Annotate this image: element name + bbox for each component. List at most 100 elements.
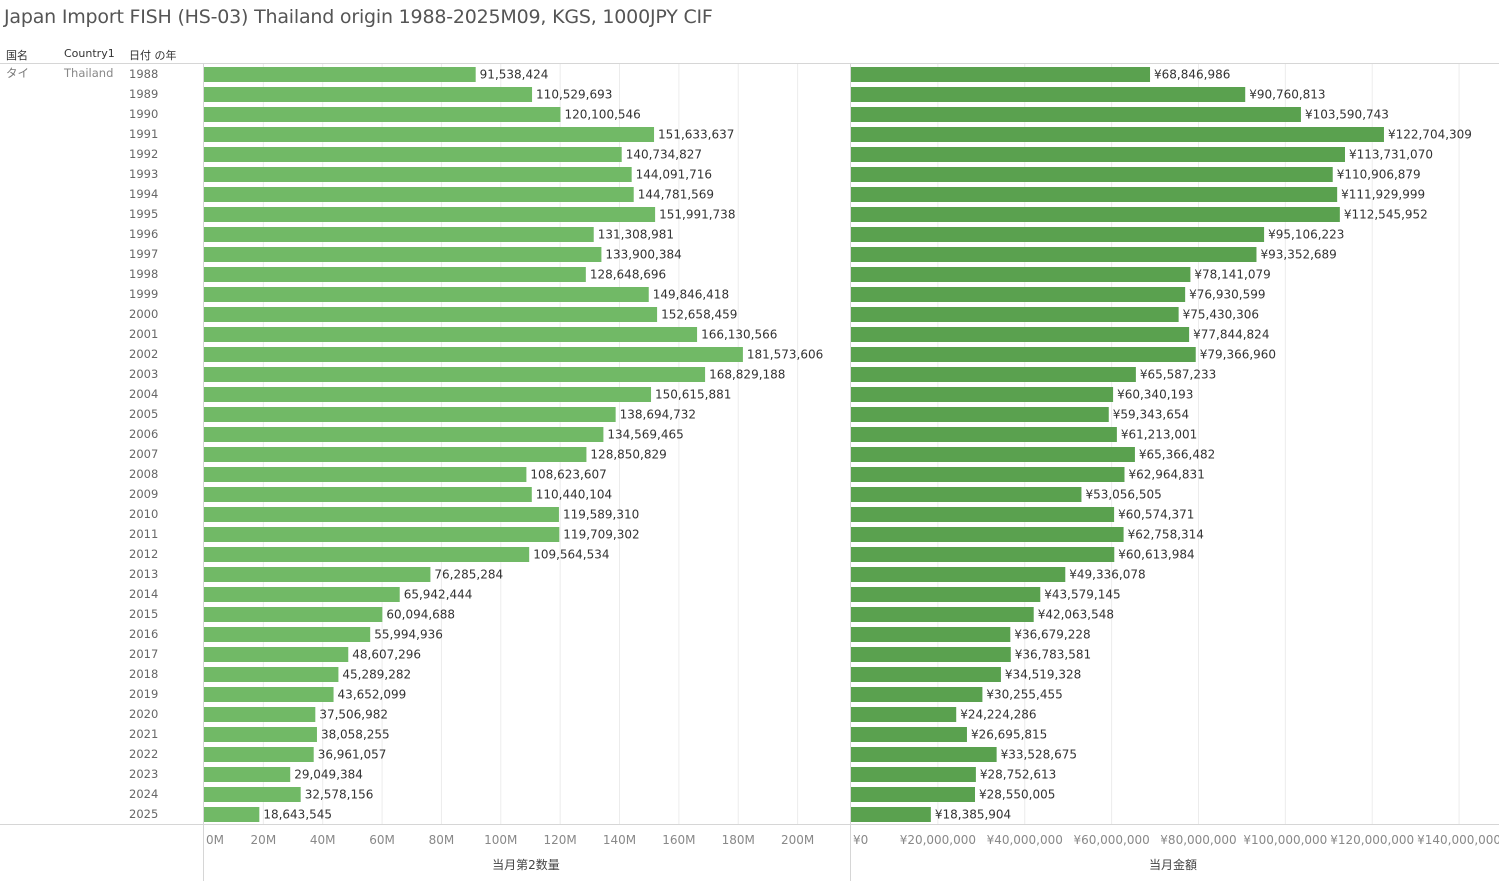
quantity-bar-2006[interactable] (204, 427, 604, 442)
year-label[interactable]: 1998 (129, 267, 158, 281)
quantity-bar-2017[interactable] (204, 647, 349, 662)
year-label[interactable]: 1988 (129, 67, 158, 81)
amount-bar-1989[interactable] (851, 87, 1246, 102)
year-label[interactable]: 2009 (129, 487, 158, 501)
year-label[interactable]: 2024 (129, 787, 158, 801)
amount-bar-2002[interactable] (851, 347, 1196, 362)
year-label[interactable]: 2017 (129, 647, 158, 661)
quantity-bar-1998[interactable] (204, 267, 586, 282)
quantity-bar-2015[interactable] (204, 607, 383, 622)
quantity-bar-2007[interactable] (204, 447, 587, 462)
amount-bar-1992[interactable] (851, 147, 1345, 162)
year-label[interactable]: 2021 (129, 727, 158, 741)
amount-bar-1995[interactable] (851, 207, 1340, 222)
year-label[interactable]: 2018 (129, 667, 158, 681)
amount-bar-2001[interactable] (851, 327, 1190, 342)
amount-bar-2018[interactable] (851, 667, 1001, 682)
amount-bar-2010[interactable] (851, 507, 1115, 522)
year-label[interactable]: 2019 (129, 687, 158, 701)
amount-bar-2021[interactable] (851, 727, 967, 742)
year-label[interactable]: 2008 (129, 467, 158, 481)
quantity-bar-2008[interactable] (204, 467, 527, 482)
year-label[interactable]: 2020 (129, 707, 158, 721)
amount-bar-2020[interactable] (851, 707, 957, 722)
amount-bar-1998[interactable] (851, 267, 1191, 282)
amount-bar-2023[interactable] (851, 767, 976, 782)
quantity-bar-1992[interactable] (204, 147, 622, 162)
year-label[interactable]: 2002 (129, 347, 158, 361)
amount-bar-2013[interactable] (851, 567, 1066, 582)
amount-bar-2006[interactable] (851, 427, 1117, 442)
year-label[interactable]: 2006 (129, 427, 158, 441)
quantity-bar-2000[interactable] (204, 307, 658, 322)
quantity-bar-2025[interactable] (204, 807, 260, 822)
quantity-bar-1999[interactable] (204, 287, 649, 302)
year-label[interactable]: 2003 (129, 367, 158, 381)
year-label[interactable]: 2012 (129, 547, 158, 561)
header-country1[interactable]: Country1 (64, 47, 115, 60)
year-label[interactable]: 1989 (129, 87, 158, 101)
quantity-bar-1989[interactable] (204, 87, 533, 102)
quantity-bar-2024[interactable] (204, 787, 301, 802)
amount-bar-2016[interactable] (851, 627, 1011, 642)
amount-bar-2005[interactable] (851, 407, 1109, 422)
quantity-bar-2019[interactable] (204, 687, 334, 702)
quantity-bar-2004[interactable] (204, 387, 652, 402)
amount-bar-1988[interactable] (851, 67, 1151, 82)
amount-axis-title[interactable]: 当月金額 (1149, 857, 1197, 872)
year-label[interactable]: 2025 (129, 807, 158, 821)
amount-bar-2024[interactable] (851, 787, 976, 802)
amount-bar-2007[interactable] (851, 447, 1135, 462)
row-label-country1[interactable]: Thailand (64, 66, 114, 80)
quantity-axis-title[interactable]: 当月第2数量 (492, 857, 560, 872)
year-label[interactable]: 2000 (129, 307, 158, 321)
quantity-bar-2001[interactable] (204, 327, 698, 342)
row-label-country-jp[interactable]: タイ (6, 66, 29, 80)
amount-bar-2012[interactable] (851, 547, 1115, 562)
quantity-bar-2011[interactable] (204, 527, 560, 542)
amount-bar-2022[interactable] (851, 747, 997, 762)
year-label[interactable]: 1999 (129, 287, 158, 301)
header-country-jp[interactable]: 国名 (6, 49, 28, 62)
quantity-bar-2003[interactable] (204, 367, 706, 382)
quantity-bar-1994[interactable] (204, 187, 634, 202)
quantity-bar-2020[interactable] (204, 707, 316, 722)
amount-bar-1994[interactable] (851, 187, 1338, 202)
quantity-bar-1996[interactable] (204, 227, 594, 242)
quantity-bar-2002[interactable] (204, 347, 743, 362)
quantity-bar-2009[interactable] (204, 487, 532, 502)
quantity-bar-1997[interactable] (204, 247, 602, 262)
year-label[interactable]: 2004 (129, 387, 158, 401)
amount-bar-2000[interactable] (851, 307, 1179, 322)
year-label[interactable]: 2005 (129, 407, 158, 421)
year-label[interactable]: 1994 (129, 187, 158, 201)
year-label[interactable]: 2015 (129, 607, 158, 621)
year-label[interactable]: 2011 (129, 527, 158, 541)
amount-bar-2014[interactable] (851, 587, 1041, 602)
year-label[interactable]: 2010 (129, 507, 158, 521)
amount-bar-2008[interactable] (851, 467, 1125, 482)
amount-bar-1991[interactable] (851, 127, 1384, 142)
year-label[interactable]: 2014 (129, 587, 158, 601)
amount-bar-2017[interactable] (851, 647, 1011, 662)
year-label[interactable]: 1990 (129, 107, 158, 121)
quantity-bar-2023[interactable] (204, 767, 291, 782)
quantity-bar-2013[interactable] (204, 567, 431, 582)
quantity-bar-1991[interactable] (204, 127, 655, 142)
amount-bar-1997[interactable] (851, 247, 1257, 262)
amount-bar-1990[interactable] (851, 107, 1301, 122)
year-label[interactable]: 1996 (129, 227, 158, 241)
year-label[interactable]: 1992 (129, 147, 158, 161)
quantity-bar-2014[interactable] (204, 587, 400, 602)
year-label[interactable]: 1995 (129, 207, 158, 221)
quantity-bar-1990[interactable] (204, 107, 561, 122)
quantity-bar-2010[interactable] (204, 507, 559, 522)
amount-bar-2009[interactable] (851, 487, 1082, 502)
year-label[interactable]: 2022 (129, 747, 158, 761)
amount-bar-1999[interactable] (851, 287, 1186, 302)
amount-bar-2025[interactable] (851, 807, 931, 822)
header-year[interactable]: 日付 の年 (129, 49, 177, 62)
year-label[interactable]: 1997 (129, 247, 158, 261)
quantity-bar-2018[interactable] (204, 667, 339, 682)
quantity-bar-2012[interactable] (204, 547, 530, 562)
